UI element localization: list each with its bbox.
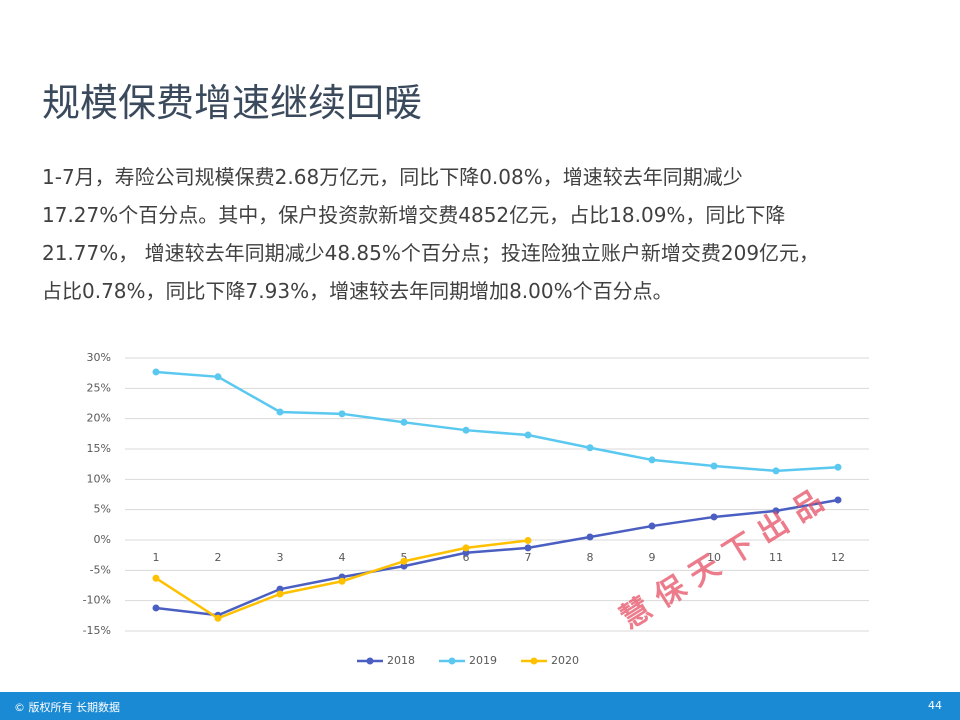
chart: -15%-10%-5%0%5%10%15%20%25%30%1 2 3 4 5 6 7 8 9 1…: [83, 351, 869, 667]
y-tick-label: 25%: [87, 381, 111, 394]
data-point: [524, 544, 532, 552]
data-point: [524, 536, 532, 544]
data-point: [710, 513, 718, 521]
data-point: [462, 544, 470, 552]
title: 规模保费增速继续回暖: [42, 81, 423, 125]
x-tick-label: 1: [153, 551, 160, 564]
data-point: [648, 456, 656, 464]
body-text: 1-7月，寿险公司规模保费2.68万亿元，同比下降0.08%，增速较去年同期减少…: [42, 158, 819, 310]
x-tick-label: 4: [339, 551, 346, 564]
legend-label: 2018: [387, 654, 415, 667]
data-point: [462, 549, 470, 557]
legend-label: 2019: [469, 654, 497, 667]
x-tick-label: 11: [769, 551, 783, 564]
legend-marker: [366, 657, 374, 665]
data-point: [834, 496, 842, 504]
data-point: [834, 463, 842, 471]
data-point: [524, 431, 532, 439]
data-point: [338, 410, 346, 418]
data-point: [276, 408, 284, 416]
text-line: 1-7月，寿险公司规模保费2.68万亿元，同比下降0.08%，增速较去年同期减少: [42, 165, 743, 189]
y-tick-label: -5%: [90, 563, 111, 576]
data-point: [338, 577, 346, 585]
x-tick-label: 7: [525, 551, 532, 564]
data-point: [152, 368, 160, 376]
legend-marker: [448, 657, 456, 665]
footer: © 版权所有 长期数据 44: [0, 692, 960, 720]
x-tick-label: 5: [401, 551, 408, 564]
page-number: 44: [928, 699, 942, 712]
data-point: [586, 444, 594, 452]
text-line: 占比0.78%，同比下降7.93%，增速较去年同期增加8.00%个百分点。: [42, 279, 673, 303]
data-point: [214, 614, 222, 622]
data-point: [400, 562, 408, 570]
copyright: © 版权所有 长期数据: [14, 701, 120, 714]
series-line: [155, 370, 839, 473]
data-point: [276, 585, 284, 593]
text-line: 21.77%， 增速较去年同期减少48.85%个百分点；投连险独立账户新增交费2…: [42, 241, 820, 265]
data-point: [214, 373, 222, 381]
y-tick-label: -10%: [83, 594, 111, 607]
data-point: [152, 574, 160, 582]
x-tick-label: 9: [649, 551, 656, 564]
data-point: [648, 522, 656, 530]
y-tick-label: 5%: [94, 503, 111, 516]
y-tick-label: 15%: [87, 442, 111, 455]
data-point: [586, 533, 594, 541]
data-point: [276, 590, 284, 598]
y-tick-label: 0%: [94, 533, 111, 546]
x-tick-label: 6: [463, 551, 470, 564]
y-tick-label: 20%: [87, 412, 111, 425]
legend-label: 2020: [551, 654, 579, 667]
data-point: [462, 426, 470, 434]
data-point: [772, 467, 780, 475]
x-tick-label: 12: [831, 551, 845, 564]
data-point: [152, 604, 160, 612]
y-tick-label: 30%: [87, 351, 111, 364]
data-point: [772, 507, 780, 515]
legend-marker: [530, 657, 538, 665]
data-point: [710, 462, 718, 470]
x-tick-label: 10: [707, 551, 721, 564]
x-tick-label: 8: [587, 551, 594, 564]
y-tick-label: -15%: [83, 624, 111, 637]
series-line: [155, 498, 839, 617]
text-line: 17.27%个百分点。其中，保户投资款新增交费4852亿元，占比18.09%，同…: [42, 203, 786, 227]
x-tick-label: 3: [277, 551, 284, 564]
y-tick-label: 10%: [87, 472, 111, 485]
data-point: [400, 418, 408, 426]
x-tick-label: 2: [215, 551, 222, 564]
data-point: [400, 557, 408, 565]
